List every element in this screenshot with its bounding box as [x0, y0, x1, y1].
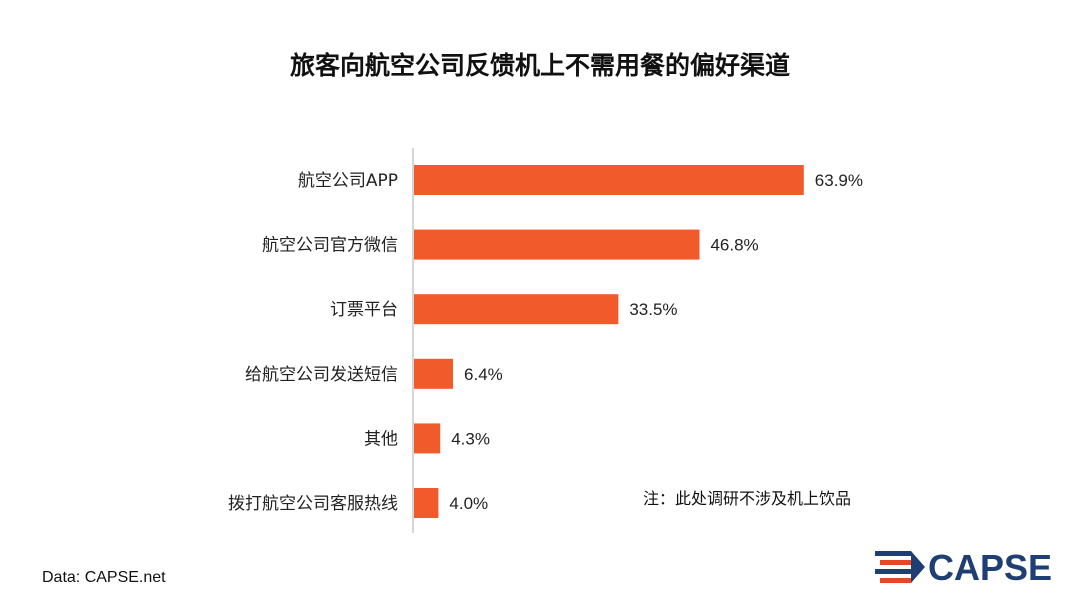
bar-3 — [414, 358, 454, 389]
bar-4 — [414, 423, 441, 454]
capse-logo: CAPSE — [875, 547, 1052, 588]
value-label: 33.5% — [629, 300, 677, 319]
capse-logo-text: CAPSE — [928, 547, 1052, 588]
bar-1 — [414, 229, 700, 260]
category-label: 订票平台 — [330, 300, 398, 320]
chart-note: 注：此处调研不涉及机上饮品 — [643, 489, 851, 508]
plot-area: 航空公司APP 63.9% 航空公司官方微信 46.8% 订票平台 33.5% 给航空公司发… — [228, 148, 863, 533]
bar-2 — [414, 294, 619, 325]
data-source: Data: CAPSE.net — [42, 569, 166, 586]
value-label: 63.9% — [815, 171, 863, 190]
chart-title: 旅客向航空公司反馈机上不需用餐的偏好渠道 — [290, 51, 790, 80]
value-label: 6.4% — [464, 365, 503, 384]
value-label: 4.3% — [451, 429, 490, 448]
value-label: 4.0% — [449, 494, 488, 513]
category-label: 航空公司官方微信 — [262, 236, 398, 256]
capse-logo-icon — [875, 551, 925, 583]
category-label: 航空公司APP — [298, 171, 398, 191]
category-label: 给航空公司发送短信 — [245, 365, 398, 385]
bar-5 — [414, 488, 439, 518]
bars-group: 航空公司APP 63.9% 航空公司官方微信 46.8% 订票平台 33.5% 给航空公司发… — [228, 165, 863, 518]
bar-0 — [414, 165, 804, 195]
value-label: 46.8% — [710, 236, 758, 255]
category-label: 其他 — [364, 429, 398, 449]
category-label: 拨打航空公司客服热线 — [228, 494, 398, 514]
